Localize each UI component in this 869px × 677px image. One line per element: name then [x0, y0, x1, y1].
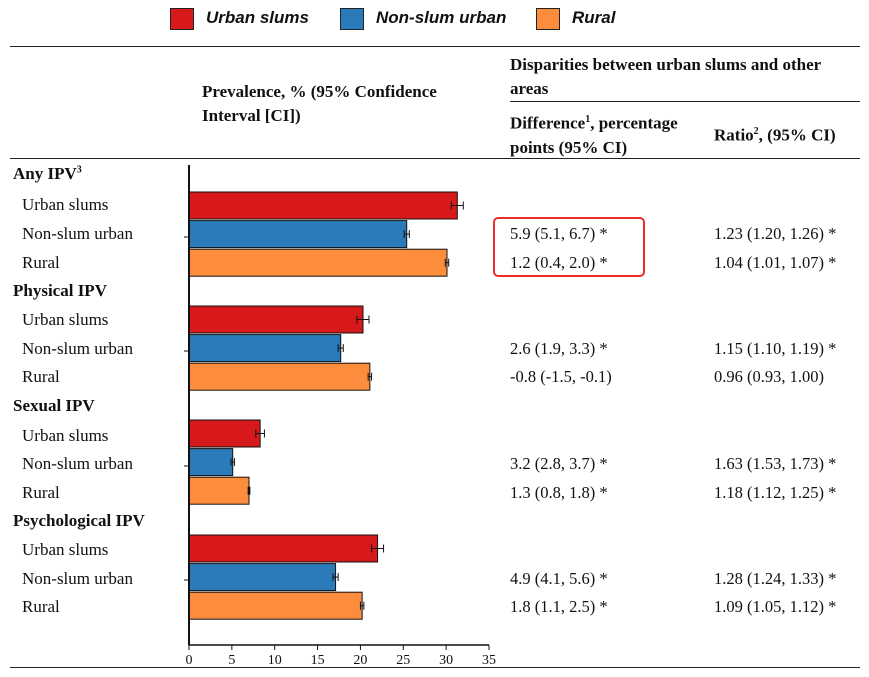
ratio-value: 0.96 (0.93, 1.00): [714, 367, 824, 386]
bar: [188, 419, 261, 448]
difference-value: 1.8 (1.1, 2.5) *: [510, 597, 608, 616]
row-label: Non-slum urban: [22, 569, 133, 588]
difference-value: 1.3 (0.8, 1.8) *: [510, 483, 608, 502]
bar: [188, 248, 448, 277]
bar: [188, 591, 363, 620]
difference-value: 5.9 (5.1, 6.7) *: [510, 224, 608, 243]
x-tick-label: 25: [396, 653, 410, 668]
bar: [188, 362, 371, 391]
x-tick-label: 10: [268, 653, 282, 668]
bar: [188, 448, 234, 477]
disparities-rule: [510, 101, 860, 102]
ratio-header: Ratio2, (95% CI): [714, 120, 836, 148]
disparities-header: Disparities between urban slums and othe…: [510, 55, 821, 98]
difference-header-main: Difference: [510, 113, 586, 133]
prevalence-header: Prevalence, % (95% Confidence Interval […: [202, 82, 437, 125]
legend-swatch-urban-slums: [170, 8, 194, 30]
ratio-header-sup: 2: [753, 126, 759, 137]
row-label: Urban slums: [22, 426, 109, 445]
ratio-header-main: Ratio: [714, 125, 754, 145]
x-tick-label: 20: [353, 653, 367, 668]
row-label: Non-slum urban: [22, 454, 133, 473]
x-tick-label: 35: [482, 653, 496, 668]
x-tick-label: 30: [439, 653, 453, 668]
group-label-any-ipv: Any IPV3: [13, 164, 82, 184]
bar: [188, 476, 250, 505]
header-bottom-rule: [10, 158, 860, 159]
bottom-rule: [10, 667, 860, 668]
bar: [188, 563, 337, 592]
difference-header-sup: 1: [585, 114, 591, 125]
difference-header-rest: , percentage points (95% CI): [510, 113, 678, 157]
bar: [188, 191, 458, 220]
difference-value: 2.6 (1.9, 3.3) *: [510, 339, 608, 358]
bar: [188, 305, 364, 334]
row-label: Rural: [22, 367, 60, 386]
legend-label-non-slum-urban: Non-slum urban: [376, 8, 507, 27]
row-label: Rural: [22, 597, 60, 616]
row-label: Urban slums: [22, 310, 109, 329]
difference-value: -0.8 (-1.5, -0.1): [510, 367, 612, 386]
row-label: Non-slum urban: [22, 339, 133, 358]
x-tick-label: 5: [228, 653, 235, 668]
ratio-value: 1.09 (1.05, 1.12) *: [714, 597, 837, 616]
top-rule: [10, 46, 860, 47]
ratio-value: 1.23 (1.20, 1.26) *: [714, 224, 837, 243]
bar: [188, 334, 342, 363]
ratio-value: 1.63 (1.53, 1.73) *: [714, 454, 837, 473]
row-label: Urban slums: [22, 195, 109, 214]
row-label: Non-slum urban: [22, 224, 133, 243]
group-label-psychological-ipv: Psychological IPV: [13, 511, 145, 530]
bar: [188, 220, 408, 249]
ratio-value: 1.28 (1.24, 1.33) *: [714, 569, 837, 588]
difference-value: 4.9 (4.1, 5.6) *: [510, 569, 608, 588]
legend-swatch-non-slum-urban: [340, 8, 364, 30]
bar: [188, 534, 379, 563]
ratio-header-rest: , (95% CI): [758, 125, 836, 145]
difference-header: Difference1, percentage points (95% CI): [510, 108, 710, 160]
row-label: Urban slums: [22, 540, 109, 559]
group-label-physical-ipv: Physical IPV: [13, 281, 107, 300]
x-tick-label: 0: [186, 653, 193, 668]
legend-label-rural: Rural: [572, 8, 616, 27]
legend-label-urban-slums: Urban slums: [206, 8, 309, 27]
difference-value: 1.2 (0.4, 2.0) *: [510, 253, 608, 272]
group-label-sexual-ipv: Sexual IPV: [13, 396, 95, 415]
ratio-value: 1.18 (1.12, 1.25) *: [714, 483, 837, 502]
ratio-value: 1.15 (1.10, 1.19) *: [714, 339, 837, 358]
group-name: Any IPV: [13, 164, 77, 183]
row-label: Rural: [22, 253, 60, 272]
legend-swatch-rural: [536, 8, 560, 30]
ratio-value: 1.04 (1.01, 1.07) *: [714, 253, 837, 272]
row-label: Rural: [22, 483, 60, 502]
group-sup: 3: [76, 164, 82, 176]
highlight-box: [493, 217, 645, 277]
x-tick-label: 15: [311, 653, 325, 668]
difference-value: 3.2 (2.8, 3.7) *: [510, 454, 608, 473]
